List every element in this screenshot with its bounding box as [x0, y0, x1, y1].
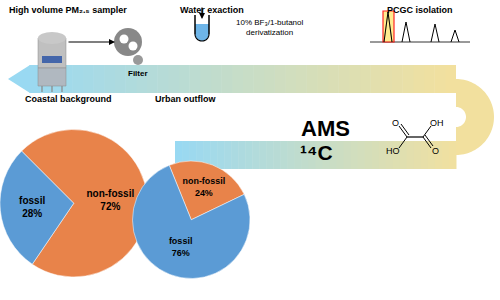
svg-text:O: O — [432, 146, 439, 156]
svg-text:Coastal background: Coastal background — [25, 94, 112, 104]
svg-text:¹⁴C: ¹⁴C — [300, 141, 333, 164]
svg-text:non-fossil24%: non-fossil24% — [183, 176, 226, 198]
svg-text:non-fossil72%: non-fossil72% — [86, 188, 134, 212]
svg-text:fossil28%: fossil28% — [19, 195, 45, 219]
svg-text:10% BF₃/1-butanolderivatizatio: 10% BF₃/1-butanolderivatization — [236, 18, 304, 37]
svg-text:HO: HO — [386, 146, 400, 156]
svg-text:OH: OH — [430, 118, 444, 128]
svg-text:O: O — [392, 118, 399, 128]
svg-text:Filter: Filter — [128, 69, 148, 78]
svg-text:High volume PM₂.₅ sampler: High volume PM₂.₅ sampler — [9, 5, 127, 15]
svg-text:PCGC isolation: PCGC isolation — [387, 5, 453, 15]
svg-text:Water exaction: Water exaction — [180, 5, 244, 15]
svg-text:Urban outflow: Urban outflow — [155, 94, 216, 104]
svg-text:AMS: AMS — [301, 116, 350, 141]
svg-text:fossil76%: fossil76% — [169, 236, 193, 258]
